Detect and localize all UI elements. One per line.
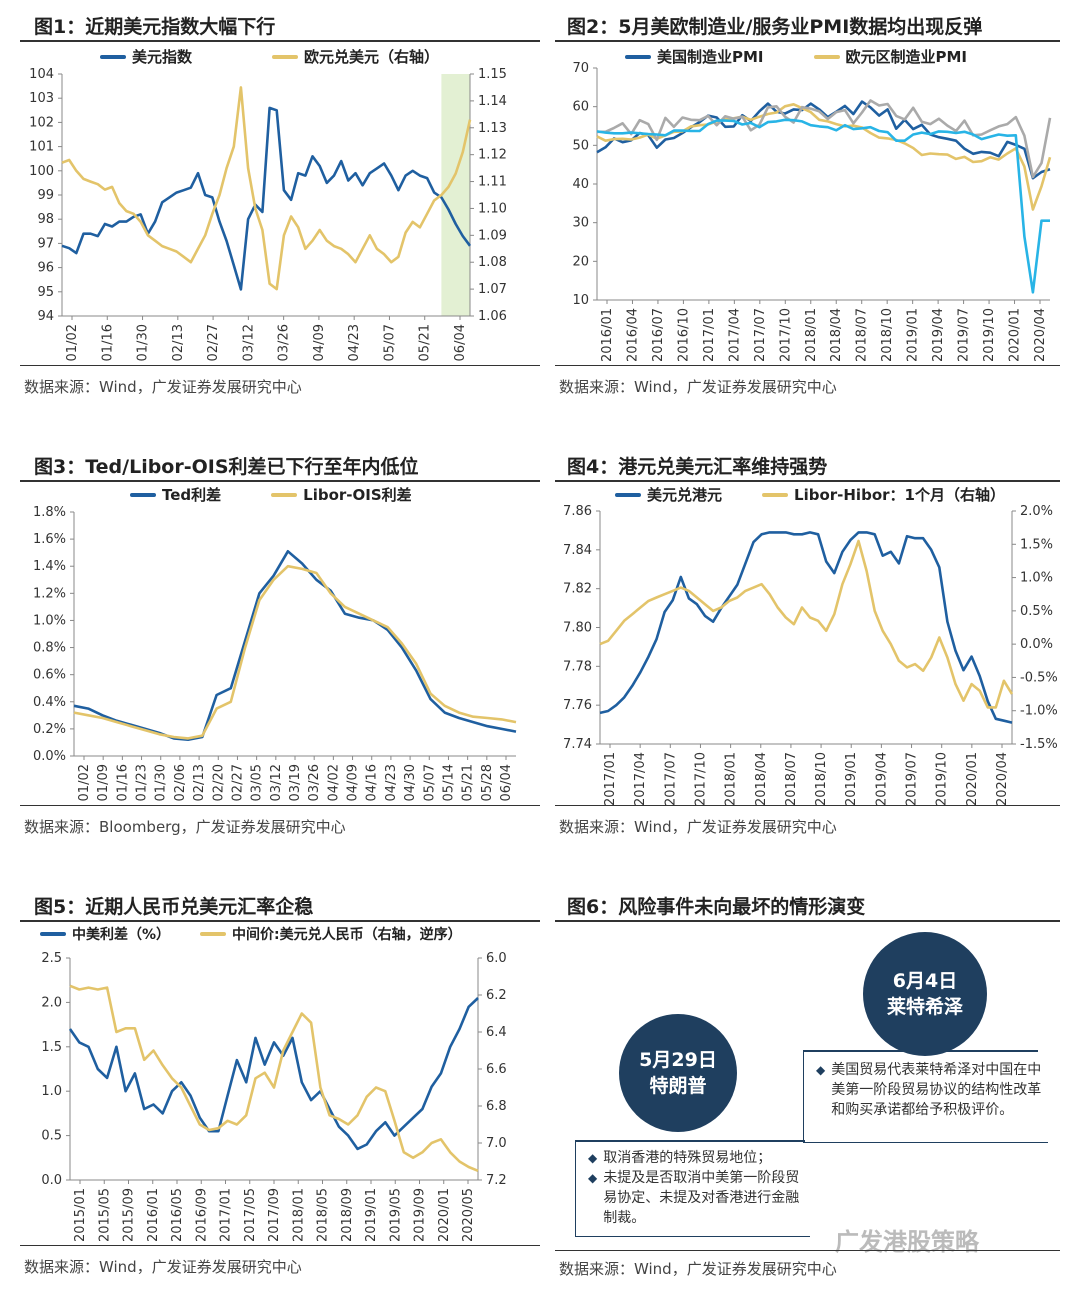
- source-note: 数据来源：Wind，广发证券发展研究中心: [24, 378, 302, 396]
- chart-title-3: 图3：Ted/Libor-OIS利差已下行至年内低位: [34, 456, 419, 478]
- legend-item: 美国制造业PMI: [657, 48, 764, 66]
- event-date: 5月29日: [639, 1049, 717, 1071]
- legend-item: 中间价:美元兑人民币（右轴，逆序）: [232, 927, 462, 943]
- event-2-box: ◆ 美国贸易代表莱特希泽对中国在中美第一阶段贸易协议的结构性改革和购买承诺都给予积…: [803, 1052, 1048, 1143]
- legend-item: Ted利差: [162, 486, 222, 504]
- event-bullet: 美国贸易代表莱特希泽对中国在中美第一阶段贸易协议的结构性改革和购买承诺都给予积极…: [831, 1062, 1042, 1118]
- title-rule: [555, 480, 1060, 482]
- legend-item: Libor-OIS利差: [303, 486, 412, 504]
- connector: [803, 1050, 1038, 1052]
- legend-item: 中美利差（%）: [72, 927, 171, 943]
- source-note: 数据来源：Wind，广发证券发展研究中心: [24, 1258, 302, 1276]
- event-bullet: 未提及是否取消中美第一阶段贸易协定、未提及对香港进行金融制裁。: [603, 1170, 800, 1226]
- event-bullet: 取消香港的特殊贸易地位；: [603, 1150, 772, 1166]
- legend-5: 中美利差（%） 中间价:美元兑人民币（右轴，逆序）: [40, 924, 462, 944]
- source-note: 数据来源：Wind，广发证券发展研究中心: [559, 1260, 837, 1278]
- panel-1: 图1：近期美元指数大幅下行 美元指数 欧元兑美元（右轴） 数据来源：Wind，广…: [20, 10, 540, 400]
- chart-title-4: 图4：港元兑美元汇率维持强势: [567, 456, 828, 478]
- legend-item: 美元兑港元: [647, 486, 723, 504]
- legend-2: 美国制造业PMI 欧元区制造业PMI: [625, 46, 967, 67]
- title-rule: [20, 480, 540, 482]
- source-rule: [555, 805, 1060, 806]
- legend-item: 美元指数: [132, 48, 193, 66]
- chart-title-2: 图2：5月美欧制造业/服务业PMI数据均出现反弹: [567, 16, 983, 38]
- source-note: 数据来源：Wind，广发证券发展研究中心: [559, 378, 837, 396]
- legend-3: Ted利差 Libor-OIS利差: [130, 484, 412, 505]
- chart-title-1: 图1：近期美元指数大幅下行: [34, 16, 276, 38]
- title-rule: [555, 40, 1060, 42]
- title-rule: [555, 920, 1060, 922]
- event-name: 莱特希泽: [886, 996, 963, 1018]
- legend-4: 美元兑港元 Libor-Hibor：1个月（右轴）: [615, 484, 1005, 505]
- watermark: 广发港股策略: [835, 1228, 979, 1256]
- source-rule: [20, 1245, 540, 1246]
- event-name: 特朗普: [649, 1075, 707, 1097]
- chart-title-5: 图5：近期人民币兑美元汇率企稳: [34, 896, 314, 918]
- legend-item: 欧元区制造业PMI: [845, 48, 968, 66]
- panel-4: 图4：港元兑美元汇率维持强势 美元兑港元 Libor-Hibor：1个月（右轴）…: [555, 450, 1060, 840]
- event-circle-2: 6月4日 莱特希泽: [863, 932, 987, 1056]
- source-rule: [20, 365, 540, 366]
- legend-item: 欧元兑美元（右轴）: [304, 48, 440, 66]
- panel-6: 图6：风险事件未向最坏的情形演变 6月4日 莱特希泽 ◆ 美国贸易代表莱特希泽对中…: [555, 890, 1060, 1285]
- source-note: 数据来源：Wind，广发证券发展研究中心: [559, 818, 837, 836]
- legend-item: Libor-Hibor：1个月（右轴）: [794, 486, 1005, 504]
- source-rule: [555, 1250, 1060, 1251]
- title-rule: [20, 920, 540, 922]
- panel-3: 图3：Ted/Libor-OIS利差已下行至年内低位 Ted利差 Libor-O…: [20, 450, 540, 840]
- source-rule: [555, 365, 1060, 366]
- event-circle-1: 5月29日 特朗普: [619, 1014, 737, 1132]
- source-rule: [20, 805, 540, 806]
- chart-title-6: 图6：风险事件未向最坏的情形演变: [567, 896, 866, 918]
- connector: [575, 1140, 805, 1142]
- event-1-box: ◆ 取消香港的特殊贸易地位； ◆ 未提及是否取消中美第一阶段贸易协定、未提及对香港进…: [575, 1142, 810, 1237]
- panel-2: 图2：5月美欧制造业/服务业PMI数据均出现反弹 美国制造业PMI 欧元区制造业…: [555, 10, 1060, 400]
- legend-1: 美元指数 欧元兑美元（右轴）: [100, 46, 439, 67]
- panel-5: 图5：近期人民币兑美元汇率企稳 中美利差（%） 中间价:美元兑人民币（右轴，逆序…: [20, 890, 540, 1285]
- source-note: 数据来源：Bloomberg，广发证券发展研究中心: [24, 818, 346, 836]
- title-rule: [20, 40, 540, 42]
- event-date: 6月4日: [892, 970, 958, 992]
